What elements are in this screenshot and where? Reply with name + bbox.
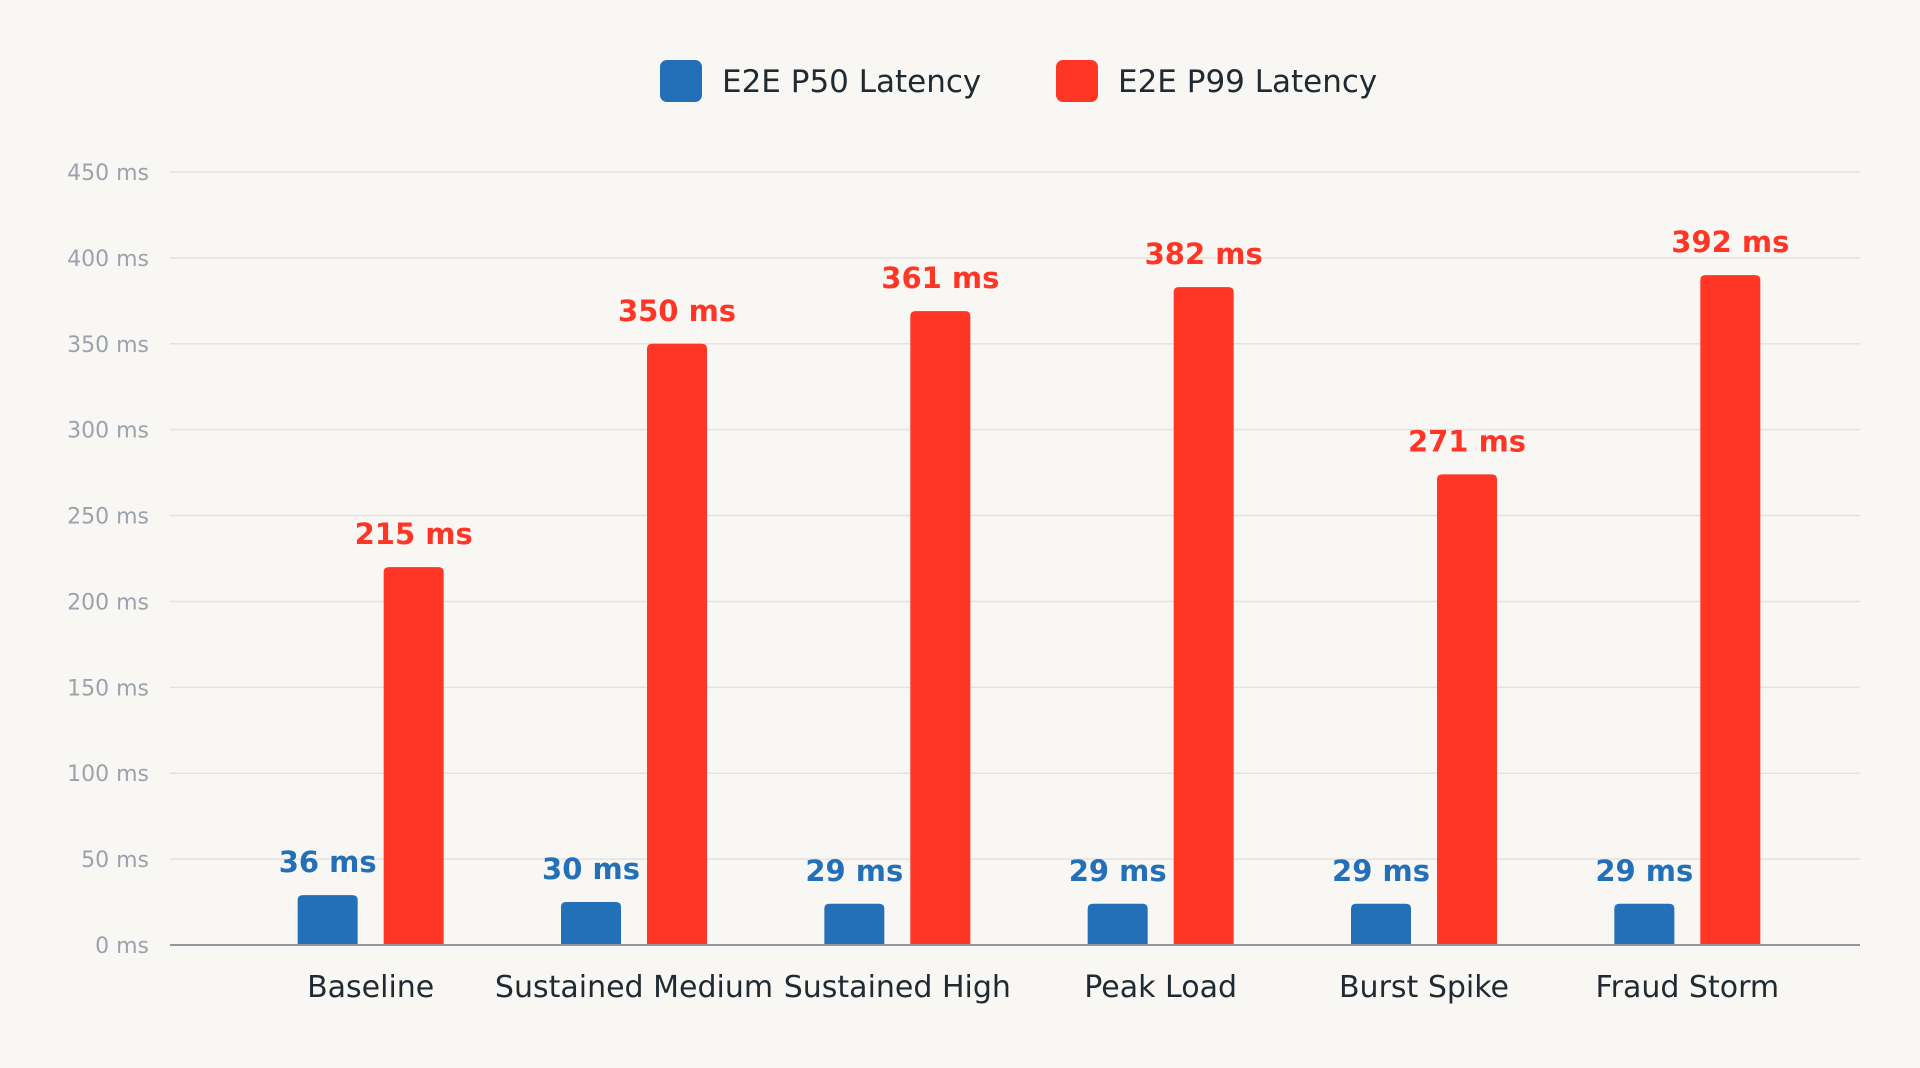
value-labels: 36 ms 215 ms 30 ms 350 ms 29 ms 361 ms 29 ms 38… (279, 225, 1790, 888)
y-tick-label: 100 ms (67, 762, 149, 787)
category-label-4: Peak Load (1084, 970, 1237, 1005)
bar-p99-2 (647, 343, 707, 945)
value-label-p99-5: 271 ms (1408, 424, 1526, 458)
category-label-5: Burst Spike (1339, 970, 1509, 1005)
category-label-2: Sustained Medium (495, 970, 773, 1005)
value-label-p99-3: 361 ms (881, 261, 999, 295)
y-tick-label: 0 ms (95, 934, 149, 959)
legend-label-2: E2E P99 Latency (1118, 64, 1377, 100)
legend-label-1: E2E P50 Latency (722, 64, 981, 100)
value-label-p99-1: 215 ms (355, 517, 473, 551)
value-label-p50-2: 30 ms (542, 852, 640, 886)
legend: E2E P50 Latency E2E P99 Latency (660, 60, 1377, 102)
y-tick-label: 250 ms (67, 505, 149, 530)
bar-p50-2 (561, 902, 621, 945)
value-label-p50-3: 29 ms (805, 854, 903, 888)
x-axis: Baseline Sustained Medium Sustained High Pe… (170, 944, 1860, 1005)
value-label-p99-4: 382 ms (1145, 237, 1263, 271)
bar-p50-4 (1087, 903, 1148, 945)
bar-p99-4 (1173, 287, 1234, 945)
y-axis: 0 ms 50 ms 100 ms 150 ms 200 ms 250 ms 300 ms 3… (67, 161, 149, 959)
bar-p99-5 (1437, 474, 1497, 945)
value-label-p99-2: 350 ms (618, 294, 736, 328)
legend-swatch-2 (1056, 60, 1098, 102)
bar-p50-6 (1614, 903, 1675, 945)
bars (297, 275, 1761, 946)
bar-p99-1 (383, 567, 444, 945)
value-label-p50-1: 36 ms (279, 845, 377, 879)
category-label-3: Sustained High (784, 970, 1011, 1005)
y-tick-label: 50 ms (81, 848, 149, 873)
value-label-p50-5: 29 ms (1332, 854, 1430, 888)
y-tick-label: 450 ms (67, 161, 149, 186)
bar-p99-3 (910, 311, 971, 945)
bar-p99-6 (1700, 275, 1761, 946)
y-tick-label: 350 ms (67, 333, 149, 358)
bar-p50-5 (1351, 903, 1411, 945)
category-label-1: Baseline (307, 970, 434, 1005)
category-label-6: Fraud Storm (1596, 970, 1780, 1005)
value-label-p99-6: 392 ms (1671, 225, 1789, 259)
y-tick-label: 400 ms (67, 247, 149, 272)
value-label-p50-4: 29 ms (1069, 854, 1167, 888)
gridlines (170, 171, 1860, 860)
bar-p50-3 (824, 903, 885, 945)
value-label-p50-6: 29 ms (1595, 854, 1693, 888)
y-tick-label: 200 ms (67, 590, 149, 615)
y-tick-label: 150 ms (67, 676, 149, 701)
bar-p50-1 (297, 895, 358, 945)
legend-swatch-1 (660, 60, 702, 102)
y-tick-label: 300 ms (67, 419, 149, 444)
